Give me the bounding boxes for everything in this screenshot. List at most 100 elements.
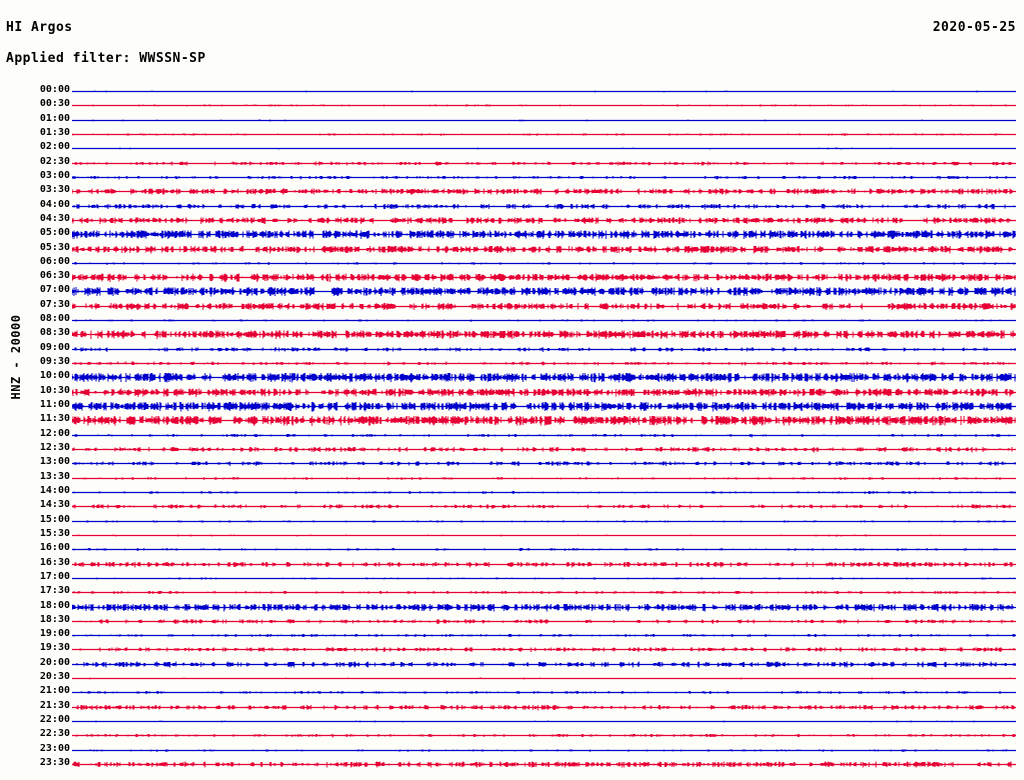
trace-row: 01:00: [0, 113, 1024, 127]
trace-time-label: 07:30: [39, 298, 70, 310]
trace-row: 20:00: [0, 657, 1024, 671]
trace-time-label: 04:30: [39, 212, 70, 224]
trace-time-label: 19:30: [39, 642, 70, 654]
trace-waveform: [72, 748, 1016, 752]
trace-row: 10:00: [0, 370, 1024, 384]
trace-time-label: 15:00: [39, 513, 70, 525]
trace-time-label: 12:00: [39, 427, 70, 439]
trace-time-label: 08:30: [39, 327, 70, 339]
trace-waveform: [72, 287, 1016, 297]
trace-row: 08:00: [0, 313, 1024, 327]
trace-time-label: 05:30: [39, 241, 70, 253]
trace-row: 13:00: [0, 456, 1024, 470]
trace-time-label: 01:00: [39, 112, 70, 124]
trace-row: 18:00: [0, 600, 1024, 614]
trace-waveform: [72, 691, 1016, 695]
trace-time-label: 05:00: [39, 227, 70, 239]
trace-waveform: [72, 133, 1016, 136]
trace-time-label: 19:00: [39, 628, 70, 640]
trace-row: 21:00: [0, 685, 1024, 699]
trace-row: 18:30: [0, 614, 1024, 628]
trace-row: 12:30: [0, 442, 1024, 456]
trace-waveform: [72, 416, 1016, 427]
trace-row: 16:30: [0, 557, 1024, 571]
record-date: 2020-05-25: [932, 20, 1016, 35]
trace-time-label: 21:00: [39, 685, 70, 697]
trace-waveform: [72, 217, 1016, 225]
trace-row: 19:30: [0, 642, 1024, 656]
trace-time-label: 02:00: [39, 141, 70, 153]
trace-row: 22:30: [0, 728, 1024, 742]
trace-time-label: 07:00: [39, 284, 70, 296]
trace-waveform: [72, 188, 1016, 195]
trace-waveform: [72, 603, 1016, 612]
trace-waveform: [72, 90, 1016, 93]
trace-waveform: [72, 447, 1016, 453]
trace-row: 10:30: [0, 385, 1024, 399]
trace-time-label: 20:30: [39, 671, 70, 683]
trace-row: 07:30: [0, 299, 1024, 313]
trace-row: 23:30: [0, 757, 1024, 771]
trace-waveform: [72, 561, 1016, 567]
trace-time-label: 10:30: [39, 384, 70, 396]
trace-time-label: 00:00: [39, 84, 70, 95]
trace-time-label: 20:00: [39, 656, 70, 668]
trace-waveform: [72, 461, 1016, 467]
trace-row: 17:00: [0, 571, 1024, 585]
trace-waveform: [72, 619, 1016, 624]
trace-time-label: 08:00: [39, 313, 70, 325]
trace-waveform: [72, 476, 1016, 480]
trace-row: 00:30: [0, 98, 1024, 112]
trace-waveform: [72, 119, 1016, 122]
trace-time-label: 14:30: [39, 499, 70, 511]
trace-row: 19:00: [0, 628, 1024, 642]
trace-waveform: [72, 203, 1016, 209]
trace-row: 04:30: [0, 213, 1024, 227]
trace-time-label: 04:00: [39, 198, 70, 210]
trace-row: 15:00: [0, 514, 1024, 528]
trace-row: 09:30: [0, 356, 1024, 370]
trace-time-label: 03:00: [39, 169, 70, 181]
trace-row: 14:30: [0, 499, 1024, 513]
trace-time-label: 23:00: [39, 742, 70, 754]
applied-filter-label: Applied filter: WWSSN-SP: [6, 51, 206, 66]
trace-waveform: [72, 347, 1016, 352]
trace-time-label: 06:00: [39, 255, 70, 267]
trace-time-label: 22:30: [39, 728, 70, 740]
trace-waveform: [72, 175, 1016, 180]
trace-time-label: 14:00: [39, 484, 70, 496]
trace-row: 05:00: [0, 227, 1024, 241]
trace-row: 09:00: [0, 342, 1024, 356]
trace-waveform: [72, 591, 1016, 595]
trace-row: 16:00: [0, 542, 1024, 556]
trace-row: 22:00: [0, 714, 1024, 728]
trace-row: 00:00: [0, 84, 1024, 98]
trace-time-label: 00:30: [39, 98, 70, 110]
trace-waveform: [72, 104, 1016, 107]
trace-row: 14:00: [0, 485, 1024, 499]
trace-row: 05:30: [0, 242, 1024, 256]
trace-time-label: 03:30: [39, 184, 70, 196]
trace-waveform: [72, 534, 1016, 537]
trace-waveform: [72, 273, 1016, 283]
trace-row: 02:30: [0, 156, 1024, 170]
trace-waveform: [72, 361, 1016, 366]
trace-time-label: 16:00: [39, 542, 70, 554]
trace-time-label: 18:00: [39, 599, 70, 611]
trace-time-label: 13:30: [39, 470, 70, 482]
trace-row: 21:30: [0, 700, 1024, 714]
seismogram-plot: 00:00 00:30 01:00 01:30 02:00 02:30 03:00 03:30…: [0, 84, 1024, 774]
trace-waveform: [72, 261, 1016, 265]
trace-waveform: [72, 634, 1016, 638]
trace-row: 08:30: [0, 327, 1024, 341]
trace-time-label: 13:00: [39, 456, 70, 468]
trace-waveform: [72, 330, 1016, 340]
trace-row: 07:00: [0, 284, 1024, 298]
trace-row: 03:30: [0, 184, 1024, 198]
trace-row: 20:30: [0, 671, 1024, 685]
trace-waveform: [72, 388, 1016, 397]
trace-time-label: 10:00: [39, 370, 70, 382]
trace-time-label: 02:30: [39, 155, 70, 167]
trace-time-label: 17:00: [39, 570, 70, 582]
